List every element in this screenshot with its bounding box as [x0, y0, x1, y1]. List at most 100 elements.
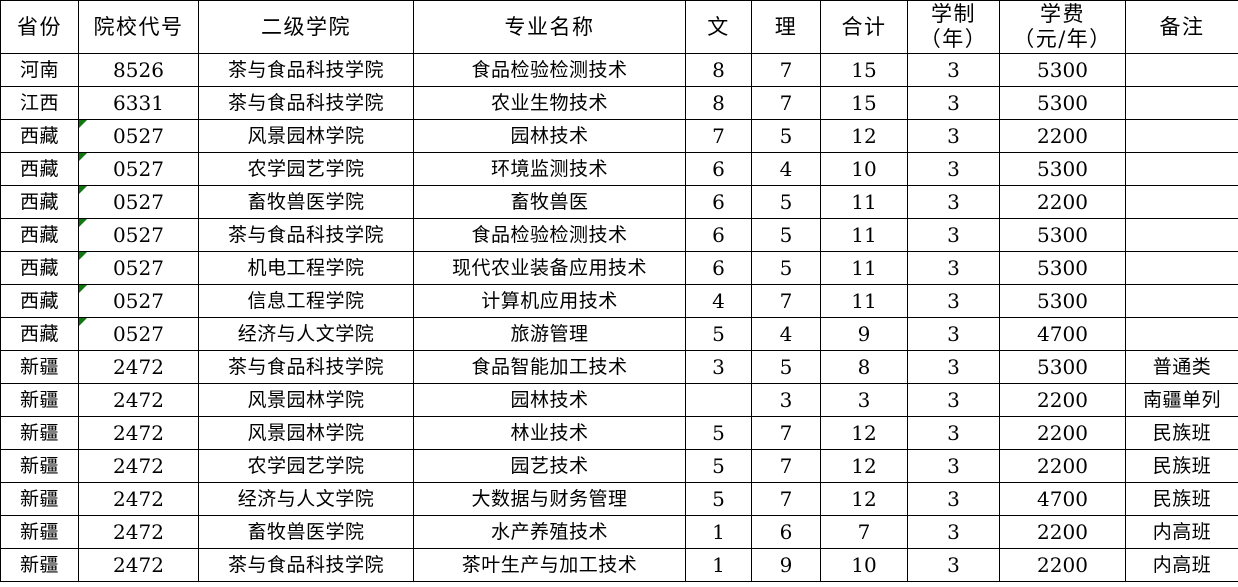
cell-major[interactable]: 茶叶生产与加工技术: [413, 548, 686, 582]
cell-province[interactable]: 西藏: [0, 317, 79, 351]
cell-college[interactable]: 风景园林学院: [198, 119, 414, 153]
cell-wen[interactable]: 6: [685, 185, 752, 219]
cell-li[interactable]: 5: [751, 251, 821, 285]
cell-li[interactable]: 7: [751, 86, 821, 120]
cell-fee[interactable]: 5300: [999, 86, 1126, 120]
cell-wen[interactable]: 3: [685, 350, 752, 384]
cell-code[interactable]: 2472: [78, 482, 199, 516]
cell-total[interactable]: 15: [820, 53, 908, 87]
cell-years[interactable]: 3: [907, 53, 1000, 87]
cell-total[interactable]: 10: [820, 152, 908, 186]
cell-wen[interactable]: 8: [685, 53, 752, 87]
cell-remark[interactable]: [1125, 218, 1238, 252]
cell-code[interactable]: 2472: [78, 416, 199, 450]
cell-total[interactable]: 15: [820, 86, 908, 120]
cell-major[interactable]: 园林技术: [413, 383, 686, 417]
cell-code[interactable]: 0527: [78, 152, 199, 186]
cell-remark[interactable]: 民族班: [1125, 482, 1238, 516]
column-header-major[interactable]: 专业名称: [413, 0, 686, 54]
cell-fee[interactable]: 2200: [999, 548, 1126, 582]
cell-remark[interactable]: [1125, 251, 1238, 285]
cell-major[interactable]: 园艺技术: [413, 449, 686, 483]
cell-province[interactable]: 河南: [0, 53, 79, 87]
column-header-li[interactable]: 理: [751, 0, 821, 54]
cell-li[interactable]: 7: [751, 449, 821, 483]
cell-province[interactable]: 新疆: [0, 449, 79, 483]
cell-code[interactable]: 8526: [78, 53, 199, 87]
cell-code[interactable]: 0527: [78, 317, 199, 351]
cell-fee[interactable]: 5300: [999, 350, 1126, 384]
cell-major[interactable]: 计算机应用技术: [413, 284, 686, 318]
cell-wen[interactable]: 6: [685, 251, 752, 285]
cell-code[interactable]: 0527: [78, 185, 199, 219]
cell-total[interactable]: 12: [820, 119, 908, 153]
cell-remark[interactable]: [1125, 317, 1238, 351]
cell-college[interactable]: 茶与食品科技学院: [198, 350, 414, 384]
cell-fee[interactable]: 4700: [999, 317, 1126, 351]
cell-years[interactable]: 3: [907, 86, 1000, 120]
cell-wen[interactable]: 6: [685, 152, 752, 186]
cell-remark[interactable]: [1125, 86, 1238, 120]
cell-li[interactable]: 5: [751, 185, 821, 219]
cell-years[interactable]: 3: [907, 251, 1000, 285]
cell-fee[interactable]: 5300: [999, 251, 1126, 285]
cell-li[interactable]: 5: [751, 350, 821, 384]
cell-code[interactable]: 2472: [78, 383, 199, 417]
cell-years[interactable]: 3: [907, 449, 1000, 483]
cell-college[interactable]: 茶与食品科技学院: [198, 86, 414, 120]
cell-remark[interactable]: 民族班: [1125, 449, 1238, 483]
cell-remark[interactable]: [1125, 284, 1238, 318]
cell-li[interactable]: 7: [751, 53, 821, 87]
cell-province[interactable]: 西藏: [0, 185, 79, 219]
cell-code[interactable]: 2472: [78, 515, 199, 549]
cell-province[interactable]: 新疆: [0, 383, 79, 417]
cell-remark[interactable]: 内高班: [1125, 515, 1238, 549]
cell-total[interactable]: 9: [820, 317, 908, 351]
cell-fee[interactable]: 2200: [999, 449, 1126, 483]
cell-major[interactable]: 农业生物技术: [413, 86, 686, 120]
cell-college[interactable]: 风景园林学院: [198, 416, 414, 450]
cell-li[interactable]: 5: [751, 119, 821, 153]
cell-college[interactable]: 茶与食品科技学院: [198, 218, 414, 252]
cell-years[interactable]: 3: [907, 152, 1000, 186]
cell-total[interactable]: 12: [820, 449, 908, 483]
cell-code[interactable]: 6331: [78, 86, 199, 120]
column-header-code[interactable]: 院校代号: [78, 0, 199, 54]
cell-province[interactable]: 西藏: [0, 251, 79, 285]
cell-fee[interactable]: 2200: [999, 383, 1126, 417]
cell-wen[interactable]: 8: [685, 86, 752, 120]
cell-total[interactable]: 12: [820, 482, 908, 516]
cell-fee[interactable]: 2200: [999, 416, 1126, 450]
cell-college[interactable]: 农学园艺学院: [198, 152, 414, 186]
cell-total[interactable]: 8: [820, 350, 908, 384]
column-header-fee[interactable]: 学费 （元/年）: [999, 0, 1126, 54]
cell-province[interactable]: 西藏: [0, 284, 79, 318]
cell-major[interactable]: 畜牧兽医: [413, 185, 686, 219]
cell-li[interactable]: 9: [751, 548, 821, 582]
cell-years[interactable]: 3: [907, 383, 1000, 417]
cell-major[interactable]: 大数据与财务管理: [413, 482, 686, 516]
cell-major[interactable]: 现代农业装备应用技术: [413, 251, 686, 285]
cell-fee[interactable]: 2200: [999, 515, 1126, 549]
cell-college[interactable]: 畜牧兽医学院: [198, 515, 414, 549]
column-header-province[interactable]: 省份: [0, 0, 79, 54]
column-header-years[interactable]: 学制 （年）: [907, 0, 1000, 54]
cell-province[interactable]: 西藏: [0, 218, 79, 252]
cell-remark[interactable]: 普通类: [1125, 350, 1238, 384]
cell-wen[interactable]: 5: [685, 416, 752, 450]
cell-fee[interactable]: 2200: [999, 119, 1126, 153]
cell-li[interactable]: 7: [751, 284, 821, 318]
cell-li[interactable]: 4: [751, 317, 821, 351]
cell-major[interactable]: 食品智能加工技术: [413, 350, 686, 384]
cell-remark[interactable]: [1125, 53, 1238, 87]
cell-total[interactable]: 10: [820, 548, 908, 582]
cell-province[interactable]: 新疆: [0, 482, 79, 516]
cell-college[interactable]: 茶与食品科技学院: [198, 548, 414, 582]
cell-fee[interactable]: 2200: [999, 185, 1126, 219]
cell-wen[interactable]: [685, 383, 752, 417]
cell-years[interactable]: 3: [907, 350, 1000, 384]
cell-total[interactable]: 11: [820, 185, 908, 219]
cell-major[interactable]: 旅游管理: [413, 317, 686, 351]
cell-years[interactable]: 3: [907, 317, 1000, 351]
cell-remark[interactable]: 民族班: [1125, 416, 1238, 450]
